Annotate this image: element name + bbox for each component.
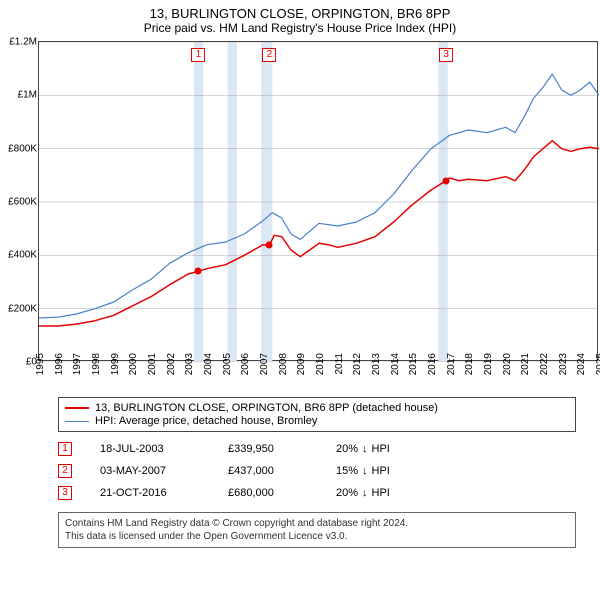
x-axis-label: 2018 [464,353,475,375]
legend-row: HPI: Average price, detached house, Brom… [65,415,569,427]
sale-date: 03-MAY-2007 [100,465,200,477]
sale-point [195,268,202,275]
sales-table: 1 18-JUL-2003 £339,950 20% ↓ HPI 2 03-MAY-2007 £… [58,438,576,504]
chart-title: 13, BURLINGTON CLOSE, ORPINGTON, BR6 8PP [10,6,590,21]
x-axis-label: 2024 [576,353,587,375]
x-axis-label: 2013 [371,353,382,375]
legend-label: HPI: Average price, detached house, Brom… [95,415,317,427]
sale-marker: 1 [191,48,205,62]
x-axis-label: 1995 [35,353,46,375]
x-axis-label: 2016 [427,353,438,375]
sale-delta: 15% ↓ HPI [336,465,416,477]
sale-delta-vs: HPI [372,443,390,455]
sale-marker: 3 [439,48,453,62]
sale-point [266,242,273,249]
sale-point [443,177,450,184]
x-axis-label: 1998 [91,353,102,375]
sale-delta-pct: 20% [336,487,358,499]
x-axis-label: 2025 [595,353,600,375]
x-axis-label: 2001 [147,353,158,375]
x-axis-label: 2003 [184,353,195,375]
x-axis-label: 2011 [334,353,345,375]
x-axis-label: 2010 [315,353,326,375]
sale-date: 21-OCT-2016 [100,487,200,499]
legend-box: 13, BURLINGTON CLOSE, ORPINGTON, BR6 8PP… [58,397,576,432]
x-axis-label: 1997 [72,353,83,375]
sale-price: £339,950 [228,443,308,455]
arrow-down-icon: ↓ [362,465,368,477]
arrow-down-icon: ↓ [362,443,368,455]
sale-row-marker: 3 [58,486,72,500]
x-axis-label: 2000 [128,353,139,375]
chart-plot-area: £0£200K£400K£600K£800K£1M£1.2M1995199619… [38,41,598,361]
x-axis-label: 2023 [558,353,569,375]
x-axis-label: 1996 [54,353,65,375]
x-axis-label: 2020 [502,353,513,375]
x-axis-label: 2012 [352,353,363,375]
sale-marker: 2 [262,48,276,62]
x-axis-label: 1999 [110,353,121,375]
y-axis-label: £600K [0,197,37,208]
x-axis-label: 2017 [446,353,457,375]
chart-subtitle: Price paid vs. HM Land Registry's House … [10,21,590,35]
sale-delta-vs: HPI [372,487,390,499]
sale-date: 18-JUL-2003 [100,443,200,455]
y-axis-label: £400K [0,250,37,261]
legend-row: 13, BURLINGTON CLOSE, ORPINGTON, BR6 8PP… [65,402,569,414]
sale-delta: 20% ↓ HPI [336,443,416,455]
x-axis-label: 2002 [166,353,177,375]
x-axis-label: 2022 [539,353,550,375]
chart-svg [39,42,599,362]
x-axis-label: 2014 [390,353,401,375]
sale-delta-pct: 20% [336,443,358,455]
x-axis-label: 2005 [222,353,233,375]
y-axis-label: £1M [0,90,37,101]
y-axis-label: £200K [0,303,37,314]
legend-label: 13, BURLINGTON CLOSE, ORPINGTON, BR6 8PP… [95,402,438,414]
x-axis-label: 2004 [203,353,214,375]
x-axis-label: 2019 [483,353,494,375]
sale-row-marker: 2 [58,464,72,478]
footnote-box: Contains HM Land Registry data © Crown c… [58,512,576,548]
x-axis-label: 2007 [259,353,270,375]
sale-row-marker: 1 [58,442,72,456]
y-axis-label: £1.2M [0,37,37,48]
sale-delta-vs: HPI [372,465,390,477]
footnote-line-1: Contains HM Land Registry data © Crown c… [65,517,569,530]
sale-row: 2 03-MAY-2007 £437,000 15% ↓ HPI [58,460,576,482]
arrow-down-icon: ↓ [362,487,368,499]
sale-price: £437,000 [228,465,308,477]
sale-row: 1 18-JUL-2003 £339,950 20% ↓ HPI [58,438,576,460]
sale-delta: 20% ↓ HPI [336,487,416,499]
legend-swatch [65,421,89,422]
y-axis-label: £0 [0,357,37,368]
sale-row: 3 21-OCT-2016 £680,000 20% ↓ HPI [58,482,576,504]
x-axis-label: 2008 [278,353,289,375]
x-axis-label: 2015 [408,353,419,375]
footnote-line-2: This data is licensed under the Open Gov… [65,530,569,543]
legend-swatch [65,407,89,409]
x-axis-label: 2006 [240,353,251,375]
x-axis-label: 2009 [296,353,307,375]
sale-price: £680,000 [228,487,308,499]
y-axis-label: £800K [0,143,37,154]
x-axis-label: 2021 [520,353,531,375]
sale-delta-pct: 15% [336,465,358,477]
